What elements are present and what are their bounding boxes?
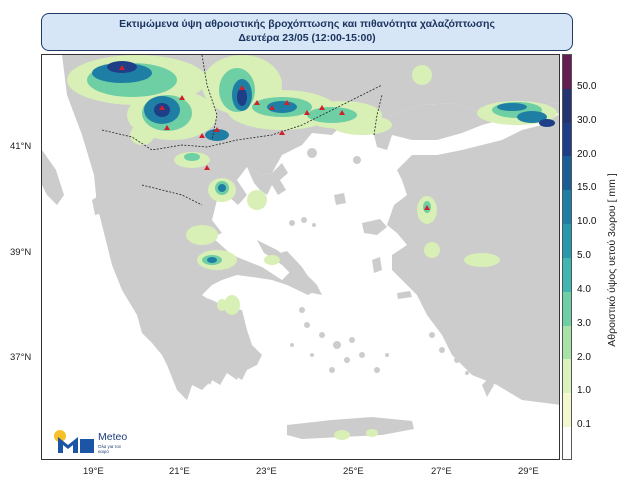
kefalonia-island	[130, 281, 142, 297]
limnos-island	[334, 193, 346, 205]
logo-name: Meteo	[98, 431, 128, 443]
colorbar-segment	[563, 427, 571, 459]
meteo-logo: Meteo Όλα για τον καιρό	[52, 427, 152, 455]
colorbar-segment	[563, 325, 571, 360]
map-subtitle-date: Δευτέρα 23/05 (12:00-15:00)	[238, 32, 376, 44]
euboea-island	[257, 240, 322, 295]
lesvos-island	[362, 219, 387, 235]
map-title-box: Εκτιμώμενα ύψη αθροιστικής βροχόπτωσης κ…	[41, 13, 573, 51]
colorbar-segment	[563, 359, 571, 394]
dodecanese-islands	[429, 332, 469, 375]
precipitation-colorbar	[562, 54, 572, 460]
colorbar-segment	[563, 291, 571, 326]
logo-tagline: Όλα για τον καιρό	[98, 444, 122, 454]
colorbar-segment	[563, 224, 571, 258]
lon-label-27: 27°E	[431, 466, 452, 477]
samos-island	[397, 291, 412, 299]
colorbar-tick-label: 1.0	[577, 385, 591, 397]
colorbar-segment	[563, 55, 571, 89]
chios-island	[372, 257, 382, 273]
cyclades-islands	[290, 307, 389, 373]
corfu-island	[92, 195, 102, 215]
chalkidiki-landmass	[247, 163, 288, 195]
meteo-logo-icon	[54, 430, 94, 453]
peloponnese-landmass	[152, 293, 247, 400]
colorbar-tick-label: 2.0	[577, 351, 591, 363]
colorbar-tick-label: 50.0	[577, 80, 597, 92]
lat-label-39: 39°N	[10, 247, 32, 258]
colorbar-title-text: Αθροιστικό ύψος υετού 3ωρου [ mm ]	[606, 173, 618, 347]
country-borders	[101, 55, 383, 206]
samothrace-island	[353, 156, 361, 164]
map-svg	[42, 55, 559, 440]
colorbar-tick-label: 3.0	[577, 317, 591, 329]
lon-label-19: 19°E	[83, 466, 104, 477]
sporades-islands	[289, 217, 316, 227]
colorbar-segment	[563, 257, 571, 292]
lat-label-41: 41°N	[10, 141, 32, 152]
italy-landmass	[42, 150, 64, 205]
lon-label-23: 23°E	[256, 466, 277, 477]
colorbar-segment	[563, 122, 571, 157]
colorbar-tick-label: 0.1	[577, 419, 591, 431]
lon-label-21: 21°E	[169, 466, 190, 477]
crete-island	[287, 417, 414, 439]
colorbar-tick-label: 30.0	[577, 114, 597, 126]
rhodes-island	[482, 377, 494, 397]
lat-label-37: 37°N	[10, 352, 32, 363]
thasos-island	[307, 148, 317, 158]
colorbar-segment	[563, 156, 571, 191]
colorbar-segment	[563, 393, 571, 428]
colorbar-tick-label: 10.0	[577, 216, 597, 228]
colorbar-tick-label: 20.0	[577, 148, 597, 160]
colorbar-segment	[563, 88, 571, 123]
colorbar-segment	[563, 190, 571, 225]
hail-markers	[119, 65, 430, 210]
lon-label-25: 25°E	[343, 466, 364, 477]
precipitation-map	[41, 54, 560, 460]
lon-label-29: 29°E	[518, 466, 539, 477]
colorbar-tick-label: 5.0	[577, 250, 591, 261]
map-title: Εκτιμώμενα ύψη αθροιστικής βροχόπτωσης κ…	[119, 18, 495, 30]
colorbar-tick-label: 15.0	[577, 182, 597, 194]
zakynthos-island	[142, 313, 152, 327]
colorbar-tick-label: 4.0	[577, 283, 591, 295]
